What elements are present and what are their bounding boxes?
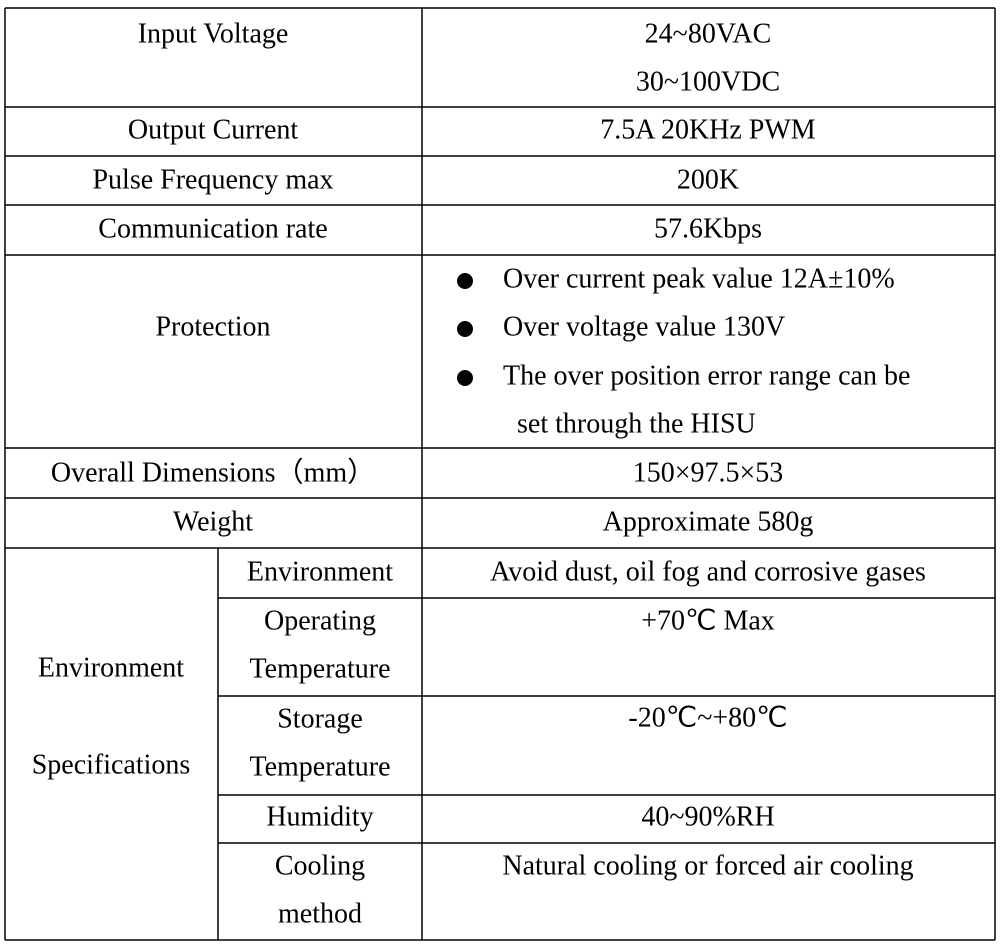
cell-value: 24~80VAC [645,18,772,49]
bullet-text: Over current peak value 12A±10% [503,263,895,294]
item-name: Cooling [275,850,365,881]
cell-value: 7.5A 20KHz PWM [600,114,816,145]
bullet [457,273,473,289]
cell-value: 30~100VDC [636,66,780,97]
group-label: Specifications [32,749,191,780]
row-label: Weight [173,506,253,537]
item-name: Operating [264,605,376,636]
cell-value: Avoid dust, oil fog and corrosive gases [490,556,926,587]
cell-value: Approximate 580g [603,506,814,537]
bullet [457,321,473,337]
cell-value: 57.6Kbps [654,213,762,244]
table-text: Input Voltage 24~80VAC 30~100VDC Output … [32,18,926,929]
item-name: Environment [247,556,393,587]
item-name: Temperature [249,653,390,684]
cell-value: Natural cooling or forced air cooling [502,850,913,881]
row-label: Output Current [128,114,299,145]
cell-value: 150×97.5×53 [633,457,784,488]
bullet-text: set through the HISU [517,408,756,439]
item-name: Humidity [266,801,373,832]
row-label: Overall Dimensions（mm） [51,456,375,488]
row-label: Pulse Frequency max [92,164,333,195]
cell-value: +70℃ Max [641,605,775,636]
row-label: Protection [155,311,270,342]
item-name: Storage [277,703,363,734]
group-label: Environment [38,652,184,683]
bullet [457,370,473,386]
cell-value: 40~90%RH [641,801,774,832]
cell-value: 200K [677,164,739,195]
row-label: Input Voltage [138,18,289,49]
bullet-text: The over position error range can be [503,360,910,391]
item-name: method [278,898,362,929]
row-label: Communication rate [98,213,327,244]
item-name: Temperature [249,751,390,782]
bullet-text: Over voltage value 130V [503,311,785,342]
cell-value: -20℃~+80℃ [628,702,787,733]
table-grid [4,7,996,941]
protection-list: Over current peak value 12A±10% Over vol… [457,263,910,439]
